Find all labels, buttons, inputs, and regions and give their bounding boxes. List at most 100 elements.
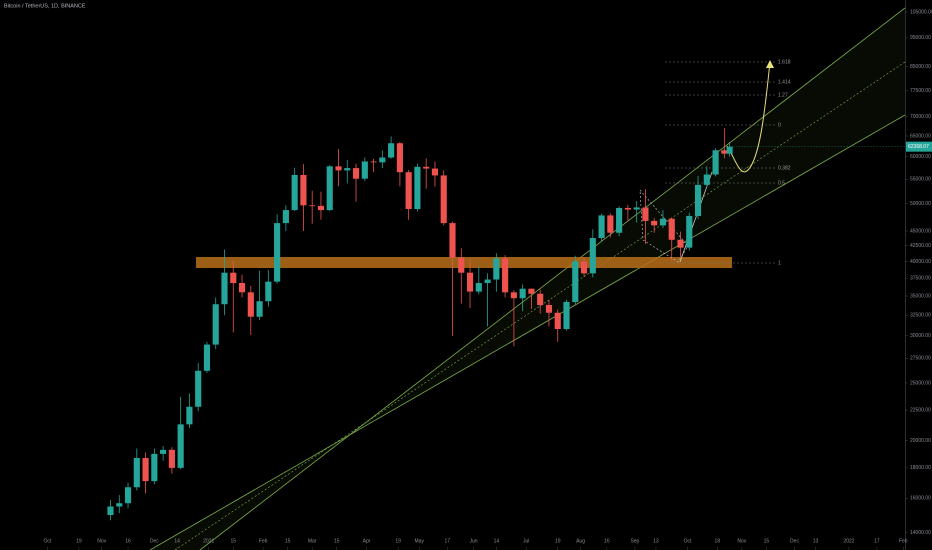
x-tick-label: Dec — [150, 538, 159, 544]
y-tick-label: 25000.00 — [910, 380, 931, 386]
x-tick-label: May — [414, 538, 424, 544]
candle-body — [414, 166, 421, 210]
x-tick-label: 19 — [395, 538, 401, 544]
x-tick-label: 13 — [813, 538, 819, 544]
candle-body — [642, 207, 649, 221]
y-tick-label: 20000.00 — [910, 438, 931, 444]
x-tick-label: 14 — [174, 538, 180, 544]
candle-body — [633, 207, 640, 210]
y-tick-label: 18000.00 — [910, 465, 931, 471]
candle-body — [686, 215, 693, 248]
x-tick-label: 19 — [555, 538, 561, 544]
last-price-badge — [906, 141, 932, 152]
y-tick-label: 42500.00 — [910, 243, 931, 249]
y-tick-label: 77500.00 — [910, 88, 931, 94]
candle-body — [616, 207, 623, 233]
candle-body — [344, 168, 351, 171]
y-tick-label: 27500.00 — [910, 356, 931, 362]
x-tick-label: Aug — [576, 538, 585, 544]
candle-body — [694, 184, 702, 216]
candle-body — [726, 146, 733, 154]
candle-body — [247, 292, 254, 317]
candle-body — [493, 258, 500, 280]
candle-body — [203, 344, 211, 371]
candle-body — [300, 174, 307, 206]
y-tick-label: 30000.00 — [910, 333, 931, 339]
fib-lines — [665, 61, 776, 264]
y-tick-label: 50000.00 — [910, 201, 931, 207]
candle-body — [554, 312, 561, 330]
x-tick-label: Oct — [684, 538, 692, 544]
channel-upper — [199, 7, 905, 550]
x-tick-label: Jun — [470, 538, 478, 544]
candle-body — [379, 157, 386, 163]
candle-body — [124, 487, 132, 504]
y-tick-label: 60000.00 — [910, 154, 931, 160]
candle-body — [291, 174, 298, 211]
last-price-label: 62368.07 — [908, 144, 929, 150]
candle-body — [133, 458, 140, 488]
x-tick-label: 2022 — [843, 538, 854, 544]
candle-body — [361, 161, 368, 179]
candle-body — [370, 161, 377, 163]
x-tick-label: 16 — [604, 538, 610, 544]
y-tick-label: 70000.00 — [910, 114, 931, 120]
candle-body — [151, 453, 158, 482]
candle-body — [116, 503, 123, 507]
candle-body — [309, 205, 316, 207]
candle-body — [238, 283, 246, 293]
y-tick-label: 55000.00 — [910, 176, 931, 182]
x-tick-label: 15 — [334, 538, 340, 544]
x-tick-label: Dec — [790, 538, 799, 544]
candle-body — [484, 279, 491, 284]
candle-body — [677, 239, 684, 248]
candle-body — [326, 166, 333, 211]
x-tick-label: 18 — [715, 538, 721, 544]
candle-body — [563, 301, 570, 330]
x-tick-label: Sep — [630, 538, 639, 544]
candle-body — [712, 150, 719, 175]
candle-body — [168, 449, 175, 468]
candle-body — [458, 257, 465, 273]
x-tick-label: 14 — [494, 538, 500, 544]
candle-body — [212, 304, 219, 345]
forecast-arrow — [766, 60, 774, 68]
candle-body — [502, 258, 509, 293]
x-tick-label: 13 — [653, 538, 659, 544]
y-tick-label: 35000.00 — [910, 293, 931, 299]
y-tick-label: 32500.00 — [910, 312, 931, 318]
y-tick-label: 37500.00 — [910, 275, 931, 281]
candle-body — [668, 218, 675, 240]
y-tick-label: 16000.00 — [910, 496, 931, 502]
y-tick-label: 45000.00 — [910, 228, 931, 234]
candle-body — [624, 207, 631, 210]
x-tick-label: 2021 — [203, 538, 214, 544]
x-tick-label: Apr — [363, 538, 371, 544]
channel-lower — [149, 114, 905, 550]
fib-label: 0.5 — [778, 180, 785, 186]
x-tick-label: Nov — [97, 538, 106, 544]
x-tick-label: 17 — [444, 538, 450, 544]
candle-body — [440, 175, 447, 224]
candle-body — [466, 272, 474, 292]
candle-body — [274, 223, 281, 282]
candle-body — [352, 168, 360, 179]
candle-body — [528, 288, 535, 294]
candle-body — [580, 261, 588, 274]
x-tick-label: 19 — [76, 538, 82, 544]
candle-body — [221, 272, 228, 305]
forecast-path — [726, 61, 771, 173]
fib-label: 1.27 — [778, 92, 788, 98]
candle-body — [177, 424, 184, 468]
x-tick-label: 15 — [764, 538, 770, 544]
x-tick-label: Mar — [308, 538, 317, 544]
candle-body — [396, 143, 403, 173]
x-tick-label: 16 — [125, 538, 131, 544]
candle-body — [703, 174, 710, 185]
candle-body — [721, 150, 728, 154]
candle-body — [195, 370, 202, 407]
candle-body — [335, 166, 342, 171]
candle-body — [405, 172, 412, 210]
y-tick-label: 65000.00 — [910, 133, 931, 139]
